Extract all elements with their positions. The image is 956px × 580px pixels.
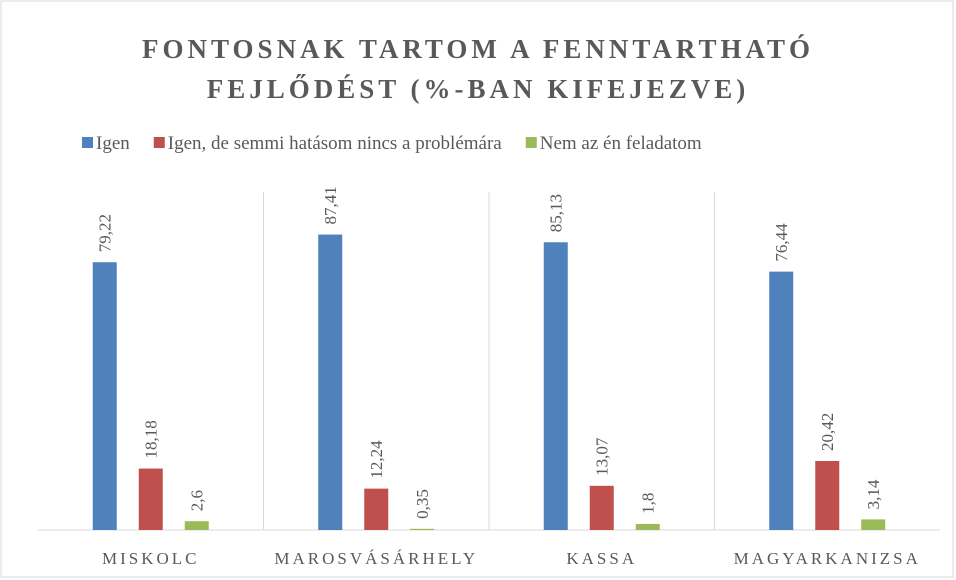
bar bbox=[589, 485, 614, 530]
bar bbox=[364, 488, 389, 530]
value-label: 85,13 bbox=[547, 194, 566, 232]
value-label: 87,41 bbox=[321, 186, 340, 224]
legend-swatch bbox=[525, 137, 537, 148]
bar bbox=[769, 271, 794, 530]
value-label: 12,24 bbox=[367, 440, 386, 479]
x-tick-label: MISKOLC bbox=[102, 549, 200, 568]
value-label: 13,07 bbox=[593, 437, 612, 476]
value-label: 79,22 bbox=[96, 214, 115, 252]
chart-title: FONTOSNAK TARTOM A FENNTARTHATÓ bbox=[142, 34, 814, 64]
legend-swatch bbox=[82, 137, 93, 148]
bar bbox=[138, 468, 163, 530]
bar bbox=[635, 523, 660, 530]
bar bbox=[410, 528, 435, 530]
legend-label: Igen bbox=[96, 133, 130, 154]
bar bbox=[543, 242, 568, 530]
legend-swatch bbox=[153, 137, 165, 148]
legend-label: Nem az én feladatom bbox=[540, 133, 702, 154]
legend-label: Igen, de semmi hatásom nincs a problémár… bbox=[168, 133, 503, 154]
value-label: 76,44 bbox=[772, 223, 791, 262]
value-label: 3,14 bbox=[864, 479, 883, 509]
value-label: 20,42 bbox=[818, 413, 837, 451]
value-label: 0,35 bbox=[413, 489, 432, 519]
bar bbox=[815, 460, 840, 530]
bar bbox=[184, 521, 209, 530]
x-tick-label: KASSA bbox=[566, 549, 637, 568]
value-label: 1,8 bbox=[639, 493, 658, 514]
bar bbox=[861, 519, 886, 530]
value-label: 2,6 bbox=[188, 490, 207, 511]
x-tick-label: MAGYARKANIZSA bbox=[734, 549, 921, 568]
x-tick-label: MAROSVÁSÁRHELY bbox=[274, 549, 478, 568]
bar bbox=[92, 262, 117, 530]
value-label: 18,18 bbox=[142, 420, 161, 458]
chart-title: FEJLŐDÉST (%-BAN KIFEJEZVE) bbox=[207, 73, 750, 104]
bar bbox=[318, 234, 343, 530]
